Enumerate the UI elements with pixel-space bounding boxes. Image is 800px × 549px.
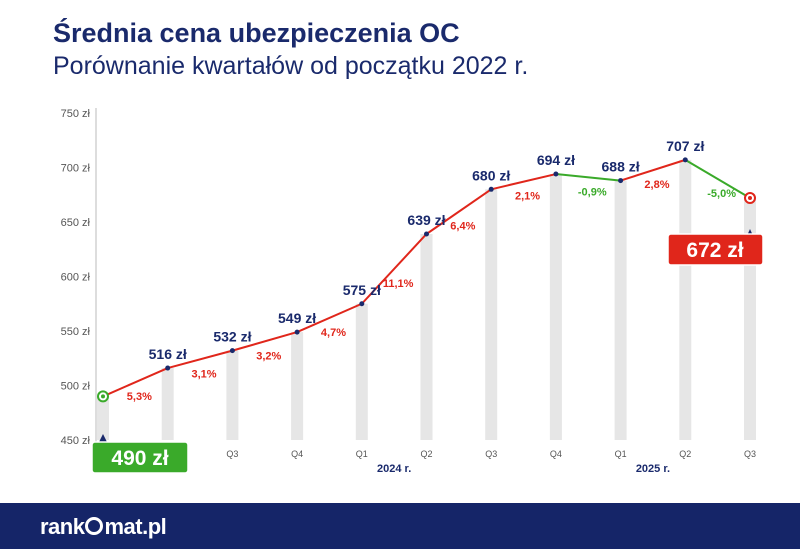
value-label: 575 zł <box>343 282 381 298</box>
value-bar <box>485 189 498 440</box>
change-label: 2,8% <box>644 179 669 191</box>
series-segment <box>425 188 492 235</box>
value-label: 688 zł <box>602 159 640 175</box>
series-segment <box>620 158 686 182</box>
series-segment <box>296 302 363 334</box>
x-tick-label: Q4 <box>291 449 303 459</box>
change-label: -0,9% <box>578 186 607 198</box>
value-bar <box>679 159 692 440</box>
y-tick-label: 600 zł <box>61 272 91 284</box>
x-tick-label: Q3 <box>226 449 238 459</box>
start-badge-label: 490 zł <box>111 447 168 470</box>
y-tick-label: 750 zł <box>61 108 91 120</box>
year-label: 2024 r. <box>377 463 411 475</box>
data-point <box>618 178 624 184</box>
value-bar <box>355 303 368 440</box>
rankomat-logo: rank mat.pl <box>40 514 167 539</box>
value-bar <box>549 174 562 441</box>
series-segment <box>167 349 233 370</box>
series-segment <box>361 233 428 305</box>
x-tick-label: Q4 <box>550 449 562 459</box>
value-label: 639 zł <box>407 212 445 228</box>
data-point <box>229 348 235 354</box>
data-point <box>165 365 171 371</box>
start-badge <box>91 441 189 474</box>
y-tick-label: 450 zł <box>61 435 91 447</box>
value-label: 707 zł <box>666 138 704 154</box>
change-label: 11,1% <box>383 278 414 290</box>
value-label: 549 zł <box>278 310 316 326</box>
value-bar <box>161 368 174 440</box>
x-tick-label: Q2 <box>420 449 432 459</box>
start-point-dot <box>101 394 105 399</box>
series-segment <box>684 159 751 199</box>
value-label: 516 zł <box>149 346 187 362</box>
change-label: 3,1% <box>192 368 217 380</box>
change-label: -5,0% <box>707 188 736 200</box>
y-tick-label: 650 zł <box>61 217 91 229</box>
logo-o-icon <box>85 517 104 535</box>
footer-bar: rank mat.pl <box>0 503 800 549</box>
x-tick-label: Q3 <box>485 449 497 459</box>
y-tick-label: 700 zł <box>61 163 91 175</box>
x-tick-label: Q1 <box>356 449 368 459</box>
change-label: 5,3% <box>127 391 152 403</box>
series-segment <box>555 173 621 182</box>
year-label: 2025 r. <box>636 463 670 475</box>
series-segment <box>102 367 169 398</box>
change-label: 3,2% <box>256 350 281 362</box>
value-label: 532 zł <box>213 329 251 345</box>
start-pointer-icon <box>99 434 107 442</box>
value-label: 694 zł <box>537 152 575 168</box>
value-bar <box>614 180 627 440</box>
x-tick-label: Q2 <box>679 449 691 459</box>
change-label: 2,1% <box>515 191 540 203</box>
data-point <box>359 301 365 307</box>
x-tick-label: Q1 <box>615 449 627 459</box>
end-badge <box>667 233 764 266</box>
value-bar <box>291 332 304 440</box>
chart-subtitle: Porównanie kwartałów od początku 2022 r. <box>53 52 529 80</box>
value-bar <box>420 233 433 440</box>
data-point <box>424 231 429 237</box>
y-tick-label: 550 zł <box>61 326 91 338</box>
change-label: 6,4% <box>450 221 475 233</box>
value-bar <box>97 396 109 440</box>
data-point <box>553 171 559 177</box>
data-point <box>294 329 300 335</box>
data-point <box>682 157 688 163</box>
end-badge-label: 672 zł <box>686 239 743 262</box>
x-tick-label: Q3 <box>744 449 756 459</box>
end-point-dot <box>748 196 752 201</box>
y-tick-label: 500 zł <box>61 381 91 393</box>
change-label: 4,7% <box>321 327 346 339</box>
value-label: 680 zł <box>472 167 510 183</box>
chart-title: Średnia cena ubezpieczenia OC <box>53 18 460 48</box>
data-point <box>488 186 494 192</box>
series-segment <box>232 331 298 352</box>
series-segment <box>490 173 557 191</box>
value-bar <box>226 350 239 440</box>
price-line-chart: 750 zł 700 zł 650 zł 600 zł 550 zł 500 zł 450 … <box>61 108 764 475</box>
